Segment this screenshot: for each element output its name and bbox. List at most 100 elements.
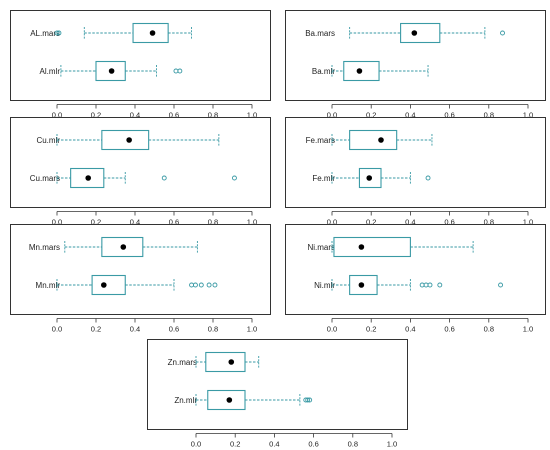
- series-label: Fe.mlr: [312, 174, 335, 183]
- x-tick-label: 1.0: [247, 218, 257, 227]
- panel-frame: [285, 224, 546, 315]
- outlier-point: [500, 30, 505, 36]
- x-tick-label: 0.4: [405, 111, 415, 120]
- boxplot-row: Fe.mlr: [312, 167, 431, 189]
- x-tick-label: 0.6: [444, 111, 454, 120]
- x-tick-label: 0.4: [405, 218, 415, 227]
- series-label: Ni.mlr: [314, 281, 335, 290]
- x-tick-label: 0.0: [327, 218, 337, 227]
- boxplot-panel: 0.0 0.2 0.4 0.6 0.8 1.0 Zn.mars Zn.mlr: [147, 339, 408, 449]
- center-marker: [358, 282, 365, 288]
- center-marker: [120, 244, 127, 250]
- x-tick-label: 1.0: [387, 440, 397, 449]
- boxplot-panel: 0.0 0.2 0.4 0.6 0.8 1.0 Fe.mars Fe.mlr: [285, 117, 546, 227]
- series-label: Zn.mars: [168, 358, 197, 367]
- x-tick-label: 0.4: [130, 325, 140, 334]
- boxplot-panel: 0.0 0.2 0.4 0.6 0.8 1.0 Mn.mars Mn.mlr: [10, 224, 271, 334]
- x-tick-label: 0.8: [208, 111, 218, 120]
- center-marker: [411, 30, 418, 36]
- x-tick-label: 0.6: [169, 325, 179, 334]
- panel-frame: [10, 224, 271, 315]
- series-label: Ni.mars: [307, 243, 335, 252]
- outlier-point: [425, 175, 431, 181]
- series-label: Ba.mars: [305, 29, 335, 38]
- x-tick-label: 0.4: [130, 218, 140, 227]
- center-marker: [228, 359, 235, 365]
- x-tick-label: 0.2: [91, 325, 101, 334]
- x-tick-label: 0.8: [348, 440, 358, 449]
- outlier-point: [56, 30, 62, 36]
- x-tick-label: 1.0: [247, 111, 257, 120]
- outlier-point: [419, 282, 425, 288]
- x-tick-label: 0.0: [327, 111, 337, 120]
- outlier-point: [423, 282, 429, 288]
- panel-frame: [285, 117, 546, 208]
- series-label: Al.mlr: [40, 67, 61, 76]
- boxplot-panel: 0.0 0.2 0.4 0.6 0.8 1.0 Ni.mars Ni.mlr: [285, 224, 546, 334]
- x-tick-label: 0.6: [308, 440, 318, 449]
- x-tick-label: 0.4: [405, 325, 415, 334]
- x-tick-label: 1.0: [523, 111, 533, 120]
- x-tick-label: 0.6: [169, 111, 179, 120]
- x-tick-label: 0.2: [366, 111, 376, 120]
- boxplot-panel: 0.0 0.2 0.4 0.6 0.8 1.0 Cu.mlr Cu.mars: [10, 117, 271, 227]
- center-marker: [149, 30, 156, 36]
- outlier-point: [212, 282, 218, 288]
- boxplot-row: Mn.mlr: [36, 274, 218, 296]
- boxplot-row: AL.mars: [30, 22, 193, 44]
- outlier-point: [198, 282, 204, 288]
- center-marker: [356, 68, 363, 74]
- series-label: Ba.mlr: [312, 67, 335, 76]
- series-label: Mn.mlr: [36, 281, 61, 290]
- x-tick-label: 0.0: [327, 325, 337, 334]
- outlier-point: [189, 282, 195, 288]
- outlier-point: [437, 282, 443, 288]
- series-label: Mn.mars: [29, 243, 60, 252]
- center-marker: [226, 397, 233, 403]
- panel-frame: [147, 339, 408, 430]
- boxplot-row: Cu.mlr: [36, 129, 220, 151]
- boxplot-row: Al.mlr: [40, 60, 183, 82]
- outlier-point: [305, 397, 311, 403]
- x-tick-label: 1.0: [247, 325, 257, 334]
- x-tick-label: 0.8: [484, 111, 494, 120]
- iqr-box: [91, 274, 126, 296]
- series-label: Zn.mlr: [174, 396, 197, 405]
- outlier-point: [307, 397, 313, 403]
- center-marker: [101, 282, 107, 288]
- outlier-point: [192, 282, 198, 288]
- iqr-box: [101, 129, 150, 151]
- outlier-point: [427, 282, 433, 288]
- x-tick-label: 0.8: [208, 218, 218, 227]
- outlier-point: [161, 175, 167, 181]
- iqr-box: [333, 236, 411, 258]
- series-label: Fe.mars: [306, 136, 335, 145]
- x-tick-label: 0.2: [91, 111, 101, 120]
- panel-frame: [285, 10, 546, 101]
- boxplot-panel: 0.0 0.2 0.4 0.6 0.8 1.0 Ba.mars Ba.mlr: [285, 10, 546, 120]
- x-tick-label: 0.8: [484, 218, 494, 227]
- boxplot-row: Ni.mars: [307, 236, 474, 258]
- x-tick-label: 0.4: [269, 440, 279, 449]
- x-tick-label: 0.0: [191, 440, 201, 449]
- iqr-box: [207, 389, 246, 411]
- boxplot-row: Ba.mars: [305, 22, 505, 44]
- x-tick-label: 0.6: [444, 325, 454, 334]
- boxplot-row: Fe.mars: [306, 129, 433, 151]
- center-marker: [358, 244, 365, 250]
- iqr-box: [349, 129, 398, 151]
- boxplot-row: Zn.mars: [168, 351, 260, 373]
- iqr-box: [205, 351, 246, 373]
- x-tick-label: 0.0: [52, 111, 62, 120]
- x-tick-label: 0.6: [169, 218, 179, 227]
- x-tick-label: 0.2: [230, 440, 240, 449]
- series-label: Cu.mars: [30, 174, 60, 183]
- outlier-point: [498, 282, 504, 288]
- boxplot-row: Ba.mlr: [312, 60, 429, 82]
- boxplot-panel: 0.0 0.2 0.4 0.6 0.8 1.0 AL.mars Al.mlr: [10, 10, 271, 120]
- series-label: Cu.mlr: [36, 136, 60, 145]
- boxplot-row: Ni.mlr: [314, 274, 504, 296]
- x-tick-label: 0.2: [91, 218, 101, 227]
- center-marker: [378, 137, 384, 143]
